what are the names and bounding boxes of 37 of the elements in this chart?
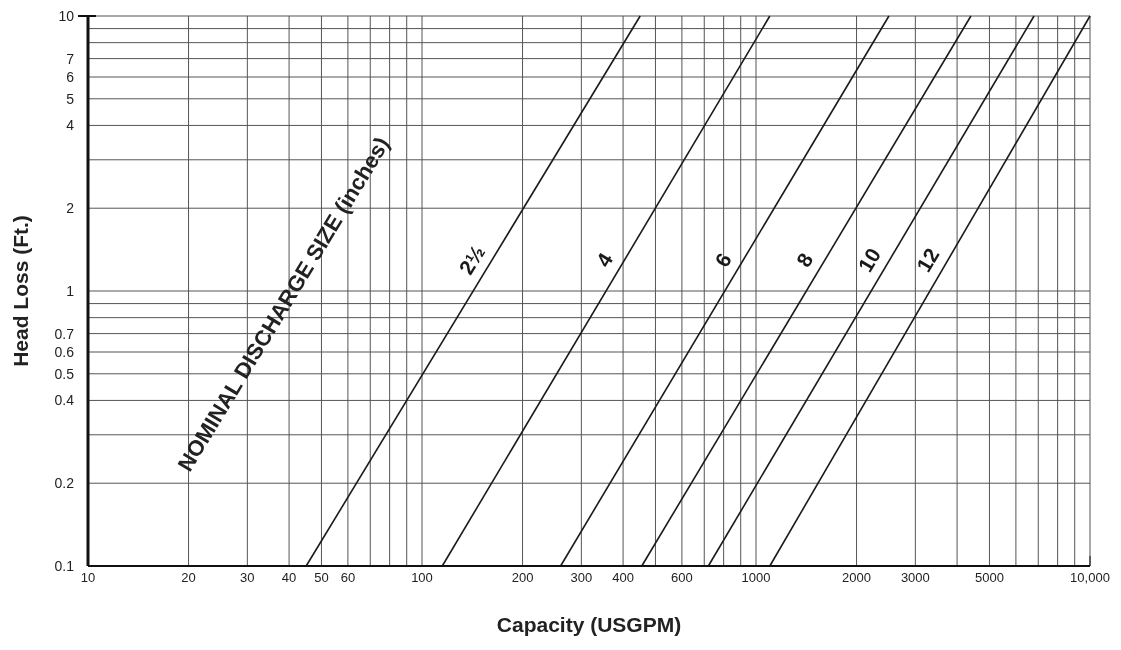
x-tick-label: 100 (411, 570, 433, 585)
x-tick-label: 20 (181, 570, 196, 585)
x-tick-label: 3000 (900, 570, 930, 585)
y-tick-label: 10 (58, 8, 75, 24)
y-tick-label: 0.1 (54, 558, 75, 574)
y-tick-label: 5 (66, 90, 75, 107)
x-tick-label: 1000 (741, 570, 771, 585)
y-tick-label: 7 (66, 50, 75, 67)
y-tick-label: 0.4 (54, 392, 75, 409)
y-tick-label: 2 (66, 200, 75, 217)
text: 6 (710, 248, 736, 271)
text: 12 (911, 244, 944, 276)
y-tick-label: 6 (66, 69, 75, 86)
y-tick-label: 0.2 (54, 475, 75, 492)
text: 4 (591, 248, 618, 271)
text: 2½ (454, 241, 490, 279)
x-tick-label: 5000 (975, 570, 1004, 585)
x-tick-label: 30 (240, 570, 255, 585)
x-tick-label: 400 (612, 570, 634, 585)
y-axis-title: Head Loss (Ft.) (9, 215, 32, 367)
x-axis-title: Capacity (USGPM) (496, 613, 682, 636)
text: 10 (853, 243, 886, 276)
x-tick-label: 300 (570, 570, 593, 585)
x-tick-label: 2000 (842, 570, 871, 585)
y-tick-label: 1 (66, 283, 75, 299)
x-tick-label: 10,000 (1070, 570, 1110, 585)
y-tick-label: 0.5 (54, 365, 75, 382)
x-tick-label: 10 (80, 570, 96, 585)
y-tick-label: 4 (66, 117, 75, 134)
x-tick-label: 40 (281, 570, 297, 585)
x-tick-label: 600 (671, 570, 693, 585)
x-tick-label: 60 (340, 570, 356, 585)
text: 8 (791, 248, 818, 271)
y-tick-label: 0.7 (54, 325, 75, 342)
x-tick-label: 50 (314, 570, 329, 585)
x-tick-label: 200 (511, 570, 534, 585)
y-tick-label: 0.6 (54, 344, 75, 361)
